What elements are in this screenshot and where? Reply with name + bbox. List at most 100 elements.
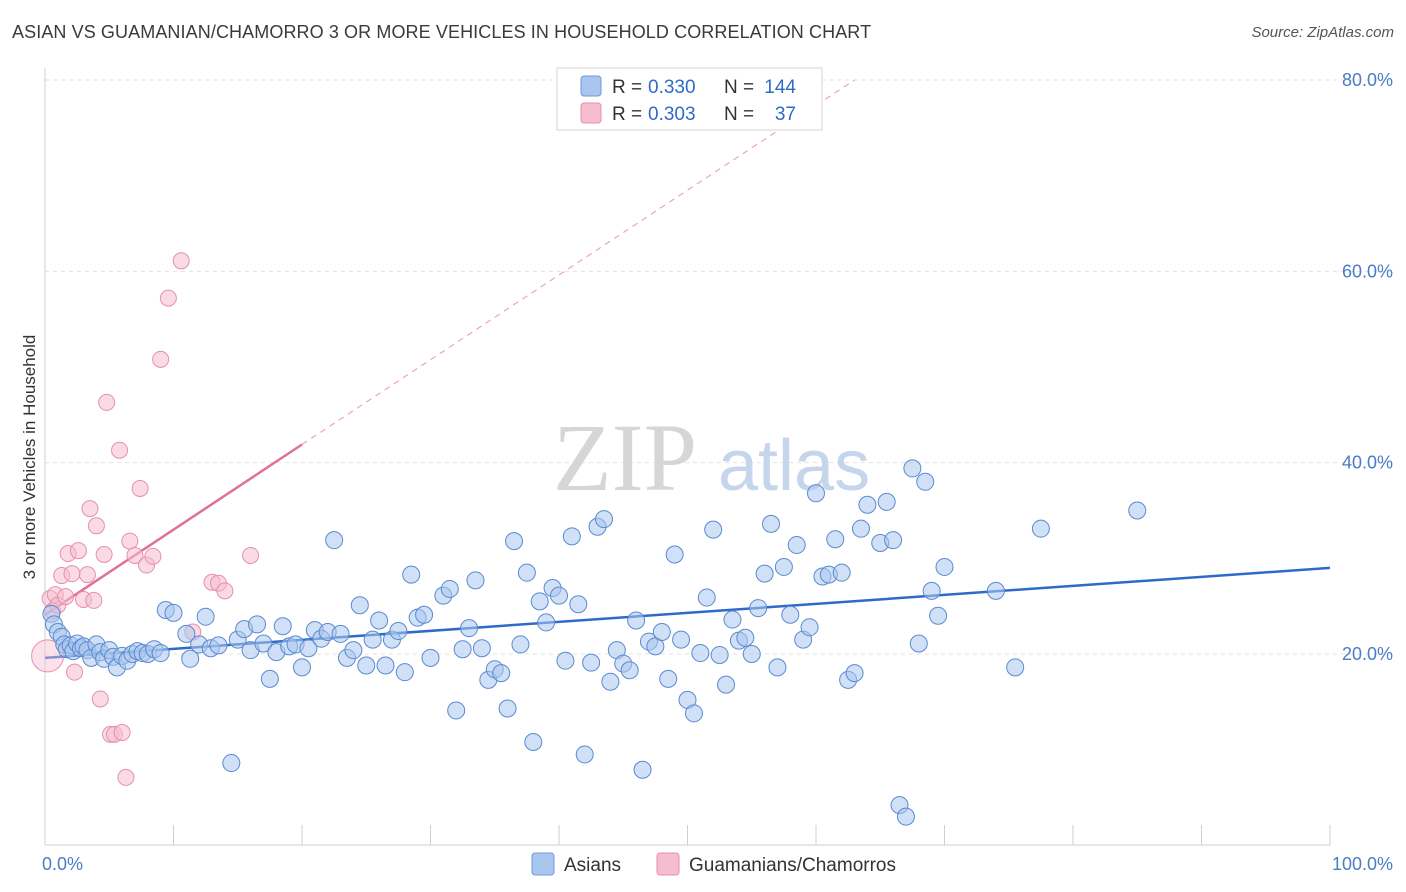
asian-point (350, 596, 369, 615)
guam-point (144, 547, 162, 565)
asian-point (851, 519, 870, 538)
asian-point (569, 595, 588, 614)
guam-point (98, 393, 116, 411)
guam-point (66, 663, 84, 681)
asian-point (877, 492, 896, 511)
asian-point (935, 557, 954, 576)
asian-point (402, 565, 421, 584)
asian-point (460, 619, 479, 638)
asian-point (466, 571, 485, 590)
asian-point (884, 531, 903, 550)
guam-point (216, 582, 234, 600)
chart-title: ASIAN VS GUAMANIAN/CHAMORRO 3 OR MORE VE… (12, 22, 872, 42)
asian-point (550, 586, 568, 605)
asian-point (511, 635, 530, 654)
asian-point (389, 622, 408, 641)
stats-legend: R = 0.330 N = 144 R = 0.303 N = 37 (556, 67, 823, 131)
asian-point (762, 514, 781, 533)
guam-point (131, 479, 149, 497)
x-tick-label-min: 0.0% (42, 854, 83, 874)
legend-n-value-guam: 37 (775, 104, 796, 125)
asian-point (453, 640, 472, 659)
asian-point (177, 624, 196, 643)
y-tick-label: 80.0% (1342, 70, 1393, 90)
asian-point (800, 618, 819, 637)
asian-point (415, 605, 434, 624)
asian-point (260, 669, 279, 688)
y-tick-labels: 20.0% 40.0% 60.0% 80.0% (1342, 70, 1393, 664)
asian-point (723, 610, 742, 629)
legend-n-value-asian: 144 (764, 77, 796, 98)
asian-point (652, 622, 671, 641)
asian-point (164, 603, 183, 622)
asian-point (774, 557, 793, 576)
asian-point (896, 807, 915, 826)
legend-swatch-guam (580, 102, 602, 124)
asian-point (344, 641, 363, 660)
asian-point (530, 592, 549, 611)
guam-point (81, 500, 99, 518)
guam-point (172, 252, 190, 270)
asian-point (627, 611, 646, 630)
asian-point (582, 653, 601, 672)
asian-point (781, 605, 800, 624)
asian-point (986, 581, 1005, 600)
axes (44, 68, 1331, 846)
asian-point (151, 644, 170, 663)
legend-r-label-guam: R = (612, 104, 642, 125)
asian-points (42, 459, 1147, 826)
bottom-legend-swatch-asian (531, 852, 555, 876)
series-legend: Asians Guamanians/Chamorros (531, 852, 896, 876)
asian-point (755, 564, 774, 583)
asian-point (556, 651, 575, 670)
asian-point (505, 532, 524, 551)
y-tick-label: 60.0% (1342, 261, 1393, 281)
asian-point (222, 754, 241, 773)
asian-point (376, 656, 395, 675)
guam-point (152, 350, 170, 368)
asian-point (209, 636, 228, 655)
asian-point (845, 664, 864, 683)
asian-point (440, 579, 459, 598)
guam-point (78, 566, 96, 584)
guam-point (126, 546, 144, 564)
bottom-legend-guam: Guamanians/Chamorros (689, 855, 896, 876)
asian-point (916, 472, 935, 491)
trend-lines (44, 79, 1331, 660)
chart-source: Source: ZipAtlas.com (1251, 24, 1394, 41)
legend-r-label-asian: R = (612, 77, 642, 98)
guam-point (69, 542, 87, 560)
guam-point (85, 591, 103, 609)
asian-point (492, 664, 511, 683)
asian-point (903, 459, 922, 478)
asian-point (1031, 519, 1050, 538)
asian-point (749, 599, 768, 618)
asian-point (742, 645, 761, 663)
legend-swatch-asian (580, 75, 602, 97)
asian-point (447, 701, 466, 720)
asian-point (325, 531, 344, 550)
asian-point (248, 615, 267, 634)
bottom-legend-swatch-guam (656, 852, 680, 876)
asian-point (273, 617, 292, 636)
asian-point (421, 648, 440, 667)
asian-point (768, 658, 787, 677)
asian-point (620, 661, 639, 680)
asian-point (710, 645, 729, 664)
asian-point (254, 634, 273, 653)
asian-point (1128, 501, 1147, 520)
guam-point (57, 588, 75, 606)
asian-point (181, 649, 200, 668)
asian-point (370, 611, 389, 630)
asian-point (697, 588, 716, 607)
guam-point (159, 289, 177, 307)
bottom-legend-asian: Asians (564, 855, 621, 876)
asian-point (575, 745, 594, 764)
asian-point (929, 606, 948, 625)
guam-trend-line (44, 443, 303, 616)
asian-point (633, 760, 652, 779)
asian-point (363, 630, 382, 649)
asian-point (736, 628, 755, 647)
watermark: ZIP atlas (553, 404, 870, 511)
